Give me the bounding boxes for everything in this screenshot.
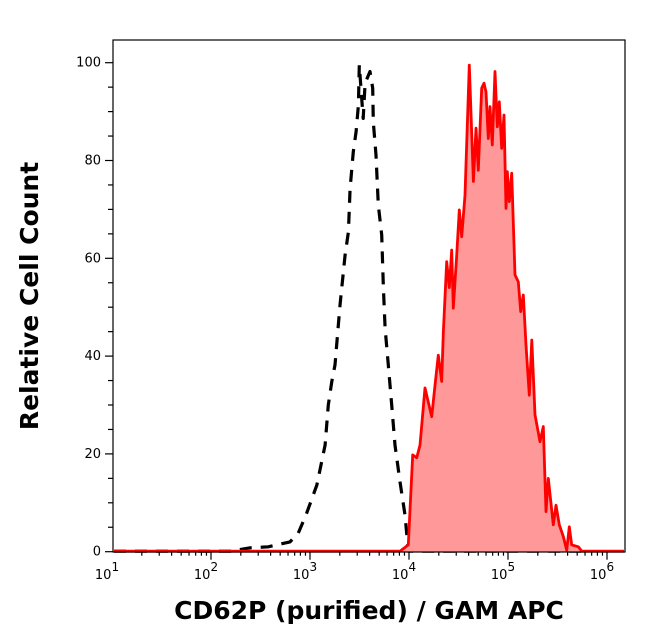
- x-tick-base: 10: [95, 568, 112, 583]
- y-axis-title: Relative Cell Count: [15, 162, 44, 430]
- y-tick-label: 80: [84, 154, 101, 169]
- series-layer: [114, 63, 624, 553]
- x-tick-exponent: 6: [606, 560, 614, 574]
- control-histogram-line: [114, 63, 583, 553]
- x-tick-label: 106: [590, 560, 614, 583]
- x-tick-base: 10: [194, 568, 211, 583]
- x-tick-exponent: 4: [408, 560, 416, 574]
- x-tick-exponent: 1: [111, 560, 119, 574]
- series-fill-area: [114, 65, 624, 552]
- x-tick-label: 103: [293, 560, 317, 583]
- x-tick-base: 10: [293, 568, 310, 583]
- x-tick-base: 10: [590, 568, 607, 583]
- y-tick-label: 40: [84, 349, 101, 364]
- x-tick-label: 105: [491, 560, 515, 583]
- y-tick-label: 0: [93, 545, 101, 560]
- y-tick-label: 100: [76, 56, 101, 71]
- x-tick-label: 104: [392, 560, 416, 583]
- x-tick-exponent: 5: [507, 560, 515, 574]
- y-tick-label: 20: [84, 447, 101, 462]
- stained-histogram-line: [114, 63, 624, 553]
- x-tick-base: 10: [491, 568, 508, 583]
- y-tick-label: 60: [84, 251, 101, 266]
- x-tick-label: 102: [194, 560, 218, 583]
- x-tick-label: 101: [95, 560, 119, 583]
- x-tick-base: 10: [392, 568, 409, 583]
- x-tick-exponent: 2: [210, 560, 218, 574]
- plot-frame: [112, 39, 626, 553]
- x-axis-title: CD62P (purified) / GAM APC: [174, 596, 564, 625]
- x-tick-exponent: 3: [309, 560, 317, 574]
